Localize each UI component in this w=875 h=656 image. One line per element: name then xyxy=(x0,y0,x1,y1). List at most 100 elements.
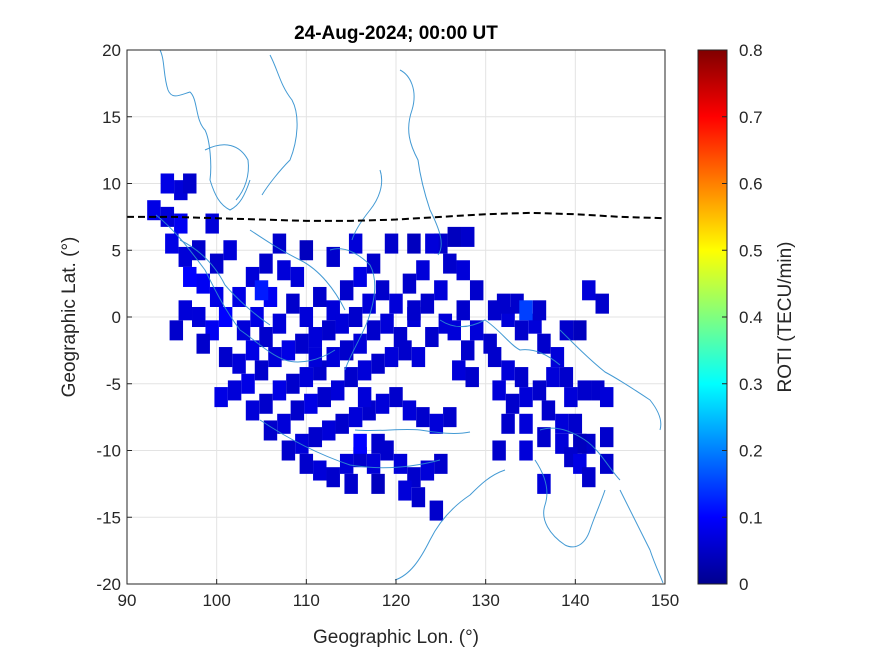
roti-cell xyxy=(169,320,184,341)
roti-cell xyxy=(362,293,376,314)
roti-cell xyxy=(147,200,161,221)
roti-cell xyxy=(250,306,264,328)
colorbar-tick-label: 0.3 xyxy=(739,375,763,394)
roti-cell xyxy=(537,333,551,354)
x-tick-label: 150 xyxy=(651,591,679,610)
roti-cell xyxy=(514,367,529,388)
roti-cell xyxy=(380,313,394,334)
roti-cell xyxy=(357,387,372,408)
roti-cell xyxy=(196,273,210,294)
roti-cell xyxy=(178,300,193,321)
colorbar-tick-label: 0.1 xyxy=(739,508,763,527)
roti-cell xyxy=(501,360,515,381)
roti-cell xyxy=(366,453,381,474)
x-tick-label: 130 xyxy=(471,591,499,610)
colorbar-tick-labels: 0 0.1 0.2 0.3 0.4 0.5 0.6 0.7 0.8 xyxy=(722,41,763,594)
roti-cell xyxy=(339,340,354,361)
roti-cell xyxy=(295,433,309,454)
y-tick-label: 5 xyxy=(112,241,121,260)
y-tick-label: 15 xyxy=(102,108,121,127)
roti-cell xyxy=(304,393,318,414)
roti-cell xyxy=(559,320,574,341)
roti-cell xyxy=(559,367,574,388)
roti-cell xyxy=(461,226,475,247)
roti-cell xyxy=(595,293,609,314)
roti-cell xyxy=(568,413,583,434)
roti-cell xyxy=(254,360,269,381)
roti-cell xyxy=(183,173,197,194)
roti-cell xyxy=(532,380,547,401)
roti-cell xyxy=(402,273,417,294)
roti-cell xyxy=(389,387,403,408)
x-tick-label: 140 xyxy=(561,591,589,610)
roti-cell xyxy=(263,420,278,441)
roti-cell xyxy=(344,473,358,494)
roti-cell xyxy=(573,320,587,341)
roti-cell xyxy=(160,173,175,194)
x-tick-label: 120 xyxy=(382,591,410,610)
roti-cell xyxy=(277,413,291,434)
roti-cell xyxy=(268,347,282,368)
roti-cell xyxy=(348,407,363,428)
roti-cell xyxy=(245,340,260,361)
roti-cell xyxy=(514,320,529,341)
roti-cell xyxy=(384,233,399,254)
colorbar-label: ROTI (TECU/min) xyxy=(775,242,796,393)
roti-cell xyxy=(254,280,269,301)
roti-cell xyxy=(384,347,399,368)
roti-cell xyxy=(348,306,363,328)
colorbar-tick-label: 0.4 xyxy=(739,308,763,327)
roti-cell xyxy=(411,347,426,368)
roti-cell xyxy=(281,440,296,461)
roti-cell xyxy=(456,300,470,321)
colorbar-tick-label: 0.7 xyxy=(739,108,763,127)
roti-cell xyxy=(335,413,349,434)
roti-cell xyxy=(286,293,300,314)
x-axis-label: Geographic Lon. (°) xyxy=(313,627,479,648)
roti-cell xyxy=(299,367,314,388)
roti-cell xyxy=(371,433,385,454)
roti-cell xyxy=(371,353,385,374)
roti-cell xyxy=(241,373,255,394)
roti-cell xyxy=(313,460,327,481)
roti-cell xyxy=(537,427,551,448)
roti-cell xyxy=(599,427,614,448)
y-tick-labels: -20 -15 -10 -5 0 5 10 15 20 xyxy=(96,41,132,594)
roti-cell xyxy=(461,340,475,361)
roti-cell xyxy=(519,440,533,461)
roti-cell xyxy=(299,240,314,261)
roti-cell xyxy=(443,253,457,274)
roti-cell xyxy=(416,260,430,281)
roti-cells xyxy=(147,173,614,521)
roti-cell xyxy=(550,347,565,368)
roti-cell xyxy=(443,407,457,428)
roti-cell xyxy=(165,233,179,254)
y-tick-label: -20 xyxy=(96,575,121,594)
roti-cell xyxy=(425,327,439,348)
roti-cell xyxy=(335,313,349,334)
roti-cell xyxy=(272,313,287,334)
roti-cell xyxy=(308,427,323,448)
roti-cell xyxy=(277,260,291,281)
colorbar-tick-label: 0.8 xyxy=(739,41,763,60)
x-tick-label: 110 xyxy=(293,591,320,610)
roti-cell xyxy=(577,380,592,401)
roti-cell xyxy=(541,400,556,421)
roti-cell xyxy=(313,286,327,307)
x-tick-label: 90 xyxy=(118,591,137,610)
roti-cell xyxy=(353,333,367,354)
roti-cell xyxy=(416,407,430,428)
y-tick-label: -5 xyxy=(106,375,121,394)
roti-cell xyxy=(299,453,314,474)
roti-cell xyxy=(218,306,233,328)
roti-cell xyxy=(281,340,296,361)
roti-cell xyxy=(447,226,462,247)
roti-cell xyxy=(259,253,273,274)
roti-cell xyxy=(192,306,206,328)
roti-cell xyxy=(447,320,462,341)
y-tick-label: -15 xyxy=(96,508,121,527)
roti-cell xyxy=(223,240,237,261)
roti-cell xyxy=(420,293,435,314)
roti-cell xyxy=(537,473,551,494)
